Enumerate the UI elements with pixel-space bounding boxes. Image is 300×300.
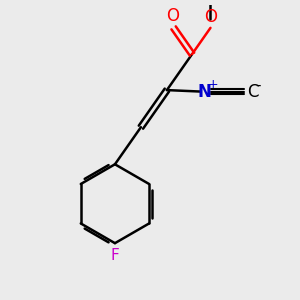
- Text: O: O: [166, 7, 178, 25]
- Text: -: -: [256, 78, 261, 93]
- Text: O: O: [204, 8, 217, 26]
- Text: N: N: [198, 82, 212, 100]
- Text: C: C: [247, 82, 259, 100]
- Text: F: F: [111, 248, 119, 263]
- Text: +: +: [208, 78, 218, 91]
